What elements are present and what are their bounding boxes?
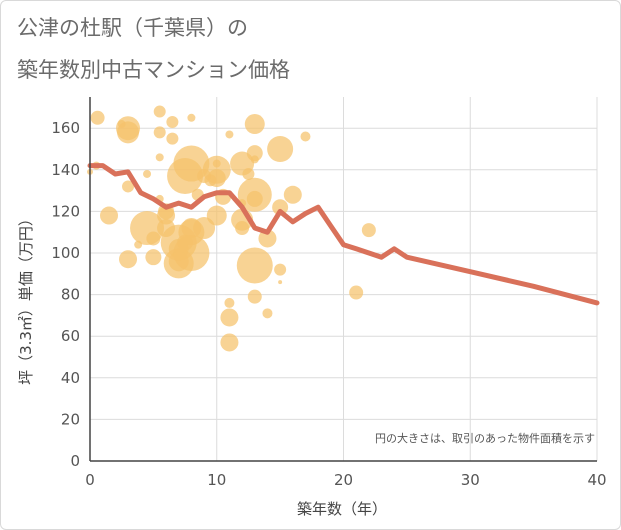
bubble-layer — [87, 105, 376, 352]
data-bubble — [143, 169, 152, 178]
data-bubble — [236, 247, 273, 284]
data-bubble — [300, 131, 311, 142]
data-bubble — [262, 308, 273, 319]
data-bubble — [235, 221, 250, 236]
data-bubble — [244, 114, 265, 135]
y-tick-label: 140 — [51, 161, 80, 179]
data-bubble — [247, 289, 262, 304]
data-bubble — [361, 223, 376, 238]
trend-line — [87, 163, 600, 306]
y-tick-label: 0 — [70, 452, 80, 470]
y-tick-label: 100 — [51, 244, 80, 262]
data-bubble — [166, 132, 179, 145]
data-bubble — [100, 206, 119, 225]
x-axis-title: 築年数（年） — [297, 500, 387, 518]
data-bubble — [207, 169, 226, 188]
data-bubble — [119, 250, 138, 269]
data-bubble — [153, 126, 166, 139]
data-bubble — [117, 121, 140, 144]
data-bubble — [206, 205, 227, 226]
data-bubble — [220, 333, 239, 352]
axes — [89, 97, 597, 462]
x-tick-label: 30 — [461, 471, 480, 489]
data-bubble — [258, 229, 277, 248]
y-tick-label: 120 — [51, 202, 80, 220]
y-tick-label: 40 — [61, 369, 80, 387]
grid-lines — [90, 97, 598, 461]
data-bubble — [224, 297, 235, 308]
y-tick-label: 160 — [51, 119, 80, 137]
chart-note: 円の大きさは、取引のあった物件面積を示す — [375, 431, 595, 445]
data-bubble — [193, 217, 216, 240]
data-bubble — [187, 113, 196, 122]
data-bubble — [153, 105, 166, 118]
tick-labels: 0 20 40 60 80 100 120 140 160 0 10 20 30 40 — [51, 119, 606, 489]
data-bubble — [278, 280, 283, 285]
data-bubble — [90, 110, 105, 125]
chart-title-line2: 築年数別中古マンション価格 — [17, 58, 290, 82]
x-tick-label: 0 — [85, 471, 95, 489]
data-bubble — [274, 263, 287, 276]
x-tick-label: 10 — [207, 471, 226, 489]
data-bubble — [272, 199, 289, 216]
data-bubble — [145, 249, 162, 266]
y-tick-label: 60 — [61, 327, 80, 345]
data-bubble — [349, 285, 364, 300]
y-tick-label: 20 — [61, 410, 80, 428]
data-bubble — [242, 167, 255, 180]
data-bubble — [250, 155, 259, 164]
data-bubble — [173, 235, 210, 271]
data-bubble — [157, 206, 176, 225]
trend-line-layer — [87, 163, 600, 306]
data-bubble — [155, 153, 164, 162]
chart-title-line1: 公津の杜駅（千葉県）の — [17, 16, 248, 40]
y-tick-label: 80 — [61, 286, 80, 304]
data-bubble — [246, 190, 263, 207]
data-bubble — [122, 180, 135, 193]
data-bubble — [146, 231, 161, 246]
data-bubble — [166, 115, 179, 128]
data-bubble — [267, 136, 294, 162]
y-axis-title: 坪（3.3㎡）単価（万円） — [17, 211, 35, 385]
data-bubble — [220, 308, 239, 327]
data-bubble — [283, 185, 302, 204]
data-bubble — [225, 130, 234, 139]
x-tick-label: 40 — [587, 471, 606, 489]
x-tick-label: 20 — [334, 471, 353, 489]
data-bubble — [246, 145, 263, 162]
